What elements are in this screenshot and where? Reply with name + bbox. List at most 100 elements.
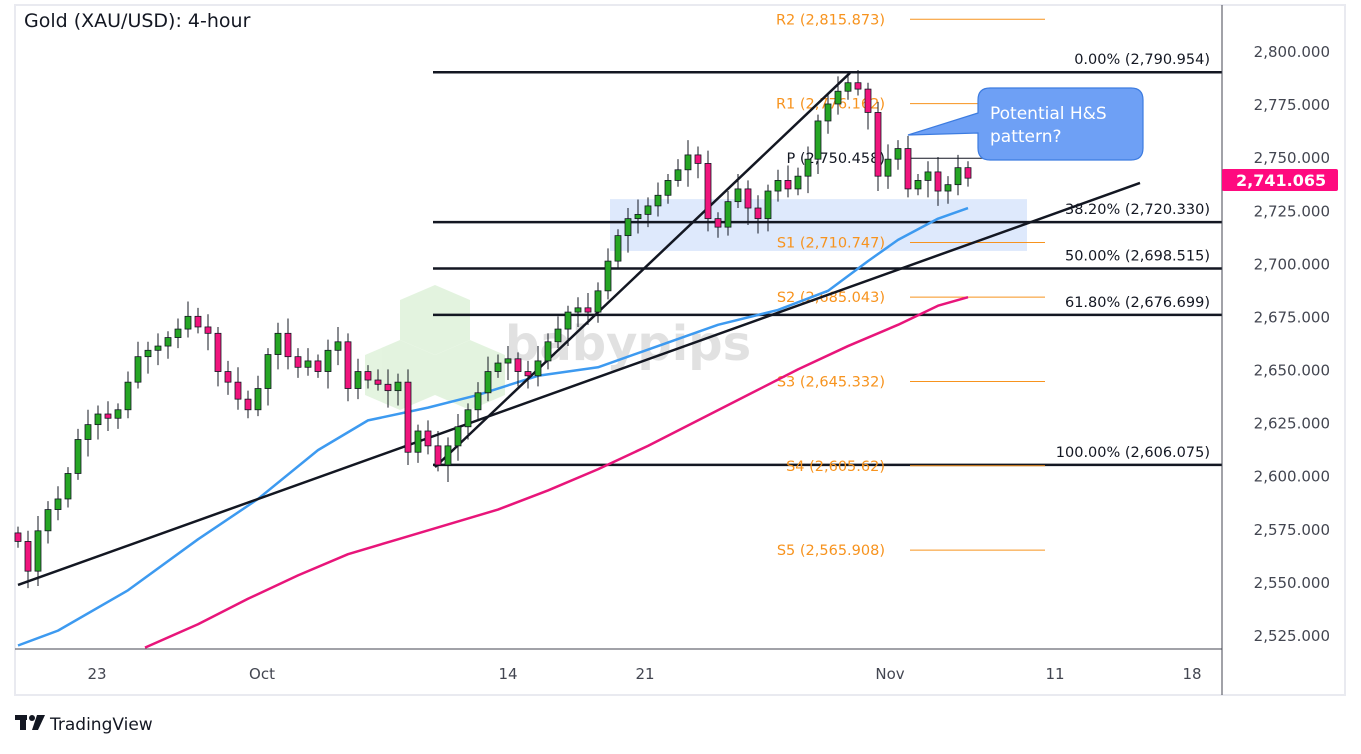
candle[interactable] — [544, 333, 552, 370]
candle[interactable] — [374, 369, 382, 391]
candle[interactable] — [134, 341, 142, 389]
candle[interactable] — [384, 369, 392, 408]
candle[interactable] — [904, 135, 912, 198]
candle[interactable] — [24, 530, 32, 589]
candle[interactable] — [774, 169, 782, 202]
candle[interactable] — [274, 322, 282, 370]
candle[interactable] — [704, 150, 712, 232]
candle[interactable] — [914, 174, 922, 196]
hs-pattern-callout[interactable]: Potential H&S pattern? — [907, 87, 1144, 161]
candle[interactable] — [254, 375, 262, 417]
candle[interactable] — [874, 101, 882, 192]
candle[interactable] — [924, 161, 932, 198]
candle[interactable] — [654, 182, 662, 217]
candle[interactable] — [434, 431, 442, 472]
candle[interactable] — [574, 297, 582, 327]
candle[interactable] — [474, 382, 482, 421]
candle[interactable] — [104, 401, 112, 432]
candle[interactable] — [314, 354, 322, 378]
candle[interactable] — [494, 354, 502, 378]
candle[interactable] — [764, 184, 772, 232]
candle[interactable] — [124, 371, 132, 419]
candle[interactable] — [854, 69, 862, 96]
candle[interactable] — [414, 424, 422, 463]
candle[interactable] — [864, 82, 872, 130]
candle[interactable] — [624, 208, 632, 253]
candle[interactable] — [814, 114, 822, 175]
candle[interactable] — [674, 159, 682, 187]
candle[interactable] — [44, 501, 52, 544]
candle[interactable] — [344, 333, 352, 402]
candle[interactable] — [504, 346, 512, 381]
candle[interactable] — [644, 197, 652, 228]
candle[interactable] — [74, 428, 82, 480]
candle[interactable] — [564, 305, 572, 347]
candle[interactable] — [514, 352, 522, 387]
moving-average-slow[interactable] — [144, 296, 969, 649]
candle[interactable] — [664, 174, 672, 204]
candle[interactable] — [894, 140, 902, 170]
candle[interactable] — [604, 248, 612, 300]
candle[interactable] — [14, 526, 22, 548]
candle[interactable] — [754, 195, 762, 234]
candle[interactable] — [84, 409, 92, 457]
candle[interactable] — [594, 282, 602, 323]
candle[interactable] — [824, 93, 832, 134]
candle[interactable] — [224, 360, 232, 395]
candle[interactable] — [364, 365, 372, 389]
candle[interactable] — [324, 339, 332, 389]
candle[interactable] — [264, 348, 272, 406]
candle[interactable] — [634, 199, 642, 234]
candle[interactable] — [464, 403, 472, 440]
candle[interactable] — [684, 140, 692, 187]
candle[interactable] — [784, 165, 792, 198]
candle[interactable] — [54, 486, 62, 521]
candle[interactable] — [64, 467, 72, 508]
candle[interactable] — [204, 314, 212, 351]
candle[interactable] — [964, 161, 972, 187]
candle[interactable] — [934, 157, 942, 206]
candle[interactable] — [34, 515, 42, 587]
tradingview-logo[interactable]: TradingView — [15, 715, 153, 735]
candle[interactable] — [734, 174, 742, 209]
candle[interactable] — [194, 307, 202, 334]
candle[interactable] — [244, 390, 252, 419]
candle[interactable] — [404, 369, 412, 465]
candle[interactable] — [844, 74, 852, 100]
candle[interactable] — [444, 437, 452, 482]
candle[interactable] — [554, 316, 562, 349]
candle[interactable] — [394, 373, 402, 406]
candle[interactable] — [114, 403, 122, 429]
candle[interactable] — [334, 326, 342, 366]
candle[interactable] — [694, 146, 702, 179]
candle[interactable] — [294, 348, 302, 378]
time-axis[interactable]: 23 Oct 14 21 Nov 11 18 — [87, 665, 1201, 683]
candle[interactable] — [834, 76, 842, 115]
candle[interactable] — [804, 146, 812, 194]
candle[interactable] — [944, 176, 952, 204]
candle[interactable] — [424, 420, 432, 455]
candle[interactable] — [794, 167, 802, 196]
candle[interactable] — [94, 405, 102, 440]
candle[interactable] — [184, 301, 192, 338]
candle[interactable] — [614, 229, 622, 268]
candle[interactable] — [884, 144, 892, 189]
candle[interactable] — [304, 348, 312, 376]
candle[interactable] — [584, 292, 592, 325]
candle[interactable] — [534, 346, 542, 387]
trendline[interactable] — [17, 181, 1141, 587]
candle[interactable] — [484, 356, 492, 402]
candle[interactable] — [354, 358, 362, 400]
candle[interactable] — [454, 414, 462, 461]
candle[interactable] — [284, 318, 292, 370]
candle[interactable] — [174, 318, 182, 349]
candle[interactable] — [144, 341, 152, 374]
candle[interactable] — [744, 180, 752, 226]
price-axis[interactable]: 2,800.000 2,775.000 2,750.000 2,725.000 2,70… — [1254, 43, 1330, 645]
candle[interactable] — [714, 212, 722, 238]
trendline[interactable] — [434, 72, 851, 469]
candle[interactable] — [524, 360, 532, 389]
candle[interactable] — [214, 326, 222, 387]
candle[interactable] — [724, 191, 732, 236]
